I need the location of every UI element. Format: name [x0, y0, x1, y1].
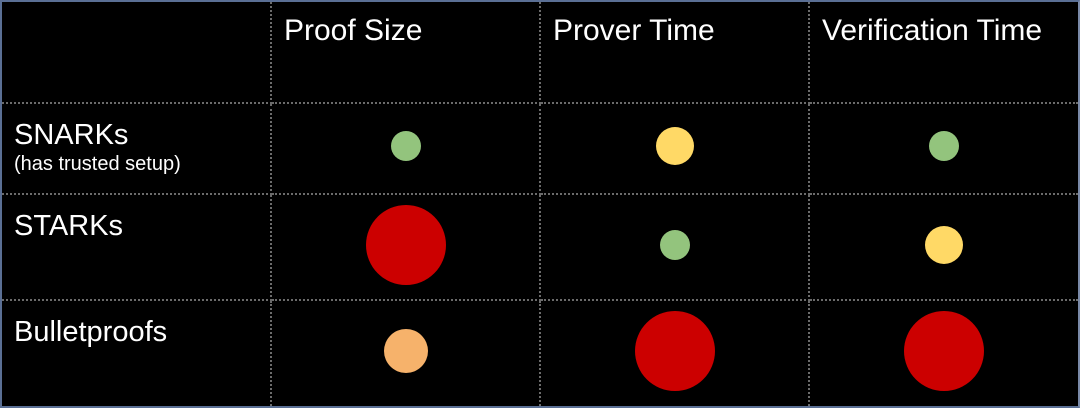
table-row: SNARKs (has trusted setup) [2, 102, 1078, 195]
rating-cell [808, 192, 1078, 302]
rating-dot-meh [383, 329, 428, 374]
row-label: Bulletproofs [2, 299, 272, 406]
row-label: STARKs [2, 192, 272, 302]
row-note: (has trusted setup) [14, 153, 181, 175]
rating-cell [808, 299, 1078, 406]
rating-cell [539, 102, 810, 195]
rating-dot-bad [634, 311, 715, 392]
row-name: STARKs [14, 209, 124, 242]
rating-cell [270, 192, 541, 302]
header-proof-size: Proof Size [270, 2, 541, 104]
rating-dot-good [390, 130, 421, 161]
rating-cell [808, 102, 1078, 195]
rating-cell [270, 299, 541, 406]
rating-cell [270, 102, 541, 195]
row-label: SNARKs (has trusted setup) [2, 102, 272, 195]
rating-dot-ok [655, 126, 694, 165]
header-prover-time: Prover Time [539, 2, 810, 104]
rating-cell [539, 192, 810, 302]
rating-dot-bad [365, 204, 446, 285]
table-row: Bulletproofs [2, 299, 1078, 406]
rating-dot-good [929, 130, 959, 161]
header-row: Proof Size Prover Time Verification Time [2, 2, 1078, 104]
row-name: SNARKs [14, 119, 129, 151]
table-row: STARKs [2, 192, 1078, 302]
header-corner [2, 2, 272, 104]
rating-dot-bad [904, 311, 984, 392]
header-verification-time: Verification Time [808, 2, 1078, 104]
rating-dot-ok [925, 225, 963, 264]
rating-dot-good [659, 229, 690, 260]
rating-cell [539, 299, 810, 406]
row-name: Bulletproofs [14, 316, 168, 349]
